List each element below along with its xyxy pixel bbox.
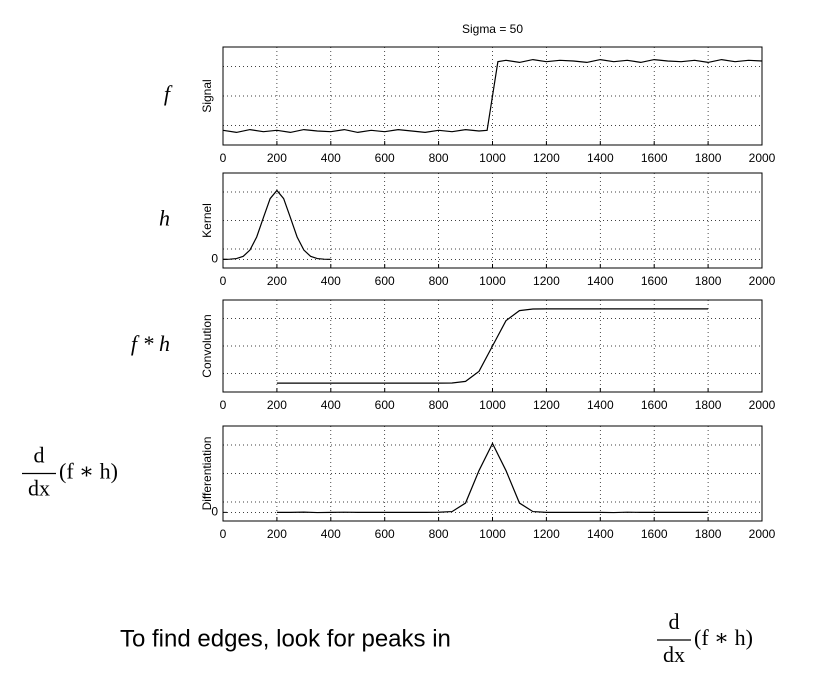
x-tick-label: 2000 bbox=[749, 274, 776, 288]
x-tick-label: 1400 bbox=[587, 398, 614, 412]
x-tick-label: 800 bbox=[429, 274, 449, 288]
line-series bbox=[222, 189, 331, 260]
x-tick-label: 1000 bbox=[479, 274, 506, 288]
x-tick-label: 1600 bbox=[641, 274, 668, 288]
x-tick-label: 1000 bbox=[479, 398, 506, 412]
x-tick-label: 200 bbox=[267, 398, 287, 412]
x-tick-label: 2000 bbox=[749, 527, 776, 541]
chart-title: Sigma = 50 bbox=[462, 22, 523, 36]
y-tick-label: 0 bbox=[211, 252, 218, 266]
x-tick-label: 200 bbox=[267, 527, 287, 541]
fraction-denominator: dx bbox=[28, 476, 50, 501]
x-tick-label: 800 bbox=[429, 527, 449, 541]
x-tick-label: 1200 bbox=[533, 274, 560, 288]
x-tick-label: 1200 bbox=[533, 398, 560, 412]
x-tick-label: 600 bbox=[375, 527, 395, 541]
x-tick-label: 1200 bbox=[533, 151, 560, 165]
y-axis-label: Convolution bbox=[200, 314, 214, 377]
x-tick-label: 1400 bbox=[587, 527, 614, 541]
x-tick-label: 1600 bbox=[641, 527, 668, 541]
y-tick-label: 0 bbox=[211, 505, 218, 519]
x-tick-label: 0 bbox=[220, 274, 227, 288]
x-tick-label: 1400 bbox=[587, 151, 614, 165]
row-label: f bbox=[164, 81, 173, 106]
x-tick-label: 1800 bbox=[695, 527, 722, 541]
row-label: f * h bbox=[131, 331, 170, 356]
fraction-rest: (f ∗ h) bbox=[59, 459, 118, 484]
x-tick-label: 2000 bbox=[749, 398, 776, 412]
x-tick-label: 0 bbox=[220, 527, 227, 541]
y-axis-label: Differentiation bbox=[200, 437, 214, 511]
x-tick-label: 1400 bbox=[587, 274, 614, 288]
y-axis-label: Signal bbox=[200, 79, 214, 112]
line-series bbox=[276, 308, 709, 384]
x-tick-label: 600 bbox=[375, 274, 395, 288]
x-tick-label: 1800 bbox=[695, 151, 722, 165]
fraction-numerator: d bbox=[34, 443, 45, 468]
x-tick-label: 1600 bbox=[641, 151, 668, 165]
y-axis-label: Kernel bbox=[200, 203, 214, 238]
x-tick-label: 0 bbox=[220, 398, 227, 412]
line-series bbox=[222, 58, 763, 134]
x-tick-label: 1800 bbox=[695, 398, 722, 412]
line-series bbox=[276, 442, 709, 514]
x-tick-label: 2000 bbox=[749, 151, 776, 165]
fraction-numerator: d bbox=[669, 609, 680, 634]
x-tick-label: 800 bbox=[429, 398, 449, 412]
row-label: h bbox=[159, 206, 170, 231]
x-tick-label: 1800 bbox=[695, 274, 722, 288]
x-tick-label: 200 bbox=[267, 151, 287, 165]
x-tick-label: 0 bbox=[220, 151, 227, 165]
x-tick-label: 1600 bbox=[641, 398, 668, 412]
x-tick-label: 200 bbox=[267, 274, 287, 288]
x-tick-label: 400 bbox=[321, 151, 341, 165]
x-tick-label: 1200 bbox=[533, 527, 560, 541]
x-tick-label: 1000 bbox=[479, 151, 506, 165]
caption-text: To find edges, look for peaks in bbox=[120, 625, 451, 652]
x-tick-label: 600 bbox=[375, 151, 395, 165]
x-tick-label: 600 bbox=[375, 398, 395, 412]
x-tick-label: 400 bbox=[321, 274, 341, 288]
x-tick-label: 800 bbox=[429, 151, 449, 165]
x-tick-label: 400 bbox=[321, 398, 341, 412]
fraction-denominator: dx bbox=[663, 642, 685, 667]
fraction-rest: (f ∗ h) bbox=[694, 625, 753, 650]
x-tick-label: 1000 bbox=[479, 527, 506, 541]
x-tick-label: 400 bbox=[321, 527, 341, 541]
